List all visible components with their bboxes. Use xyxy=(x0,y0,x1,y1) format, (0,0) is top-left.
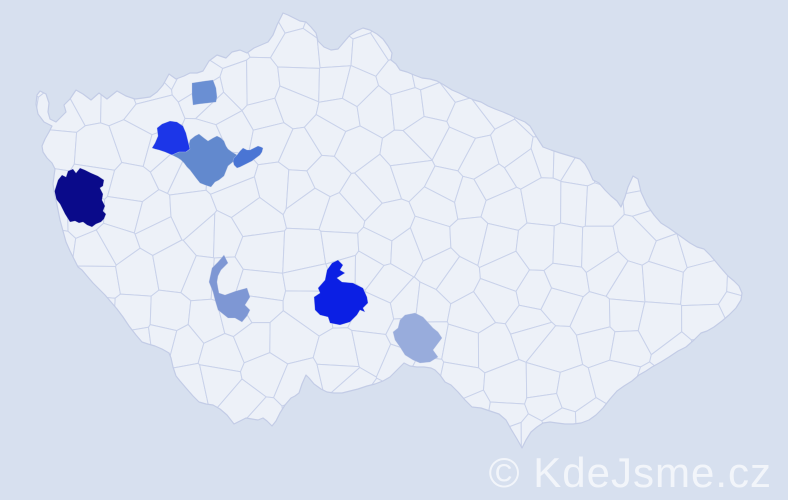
district-cell xyxy=(552,222,584,268)
district-highlight-north-mediumblue[interactable] xyxy=(232,145,264,169)
district-cell xyxy=(234,230,286,274)
district-highlight-southeast-lightperiwinkle[interactable] xyxy=(392,312,443,364)
district-highlight-northwest-brightblue[interactable] xyxy=(151,120,191,156)
district-highlight-west-navy[interactable] xyxy=(52,167,107,228)
highlighted-districts xyxy=(52,79,443,364)
country-outline xyxy=(35,12,743,449)
watermark-text: © KdeJsme.cz xyxy=(489,449,772,496)
district-highlight-south-vividblue[interactable] xyxy=(313,259,369,326)
district-cell xyxy=(338,172,383,222)
district-highlight-north-smallquad[interactable] xyxy=(191,79,218,106)
district-highlight-northwest-steelblue[interactable] xyxy=(171,133,238,188)
district-cell xyxy=(149,289,192,332)
district-cell xyxy=(560,181,588,228)
district-highlight-central-periwinkle[interactable] xyxy=(208,254,251,323)
